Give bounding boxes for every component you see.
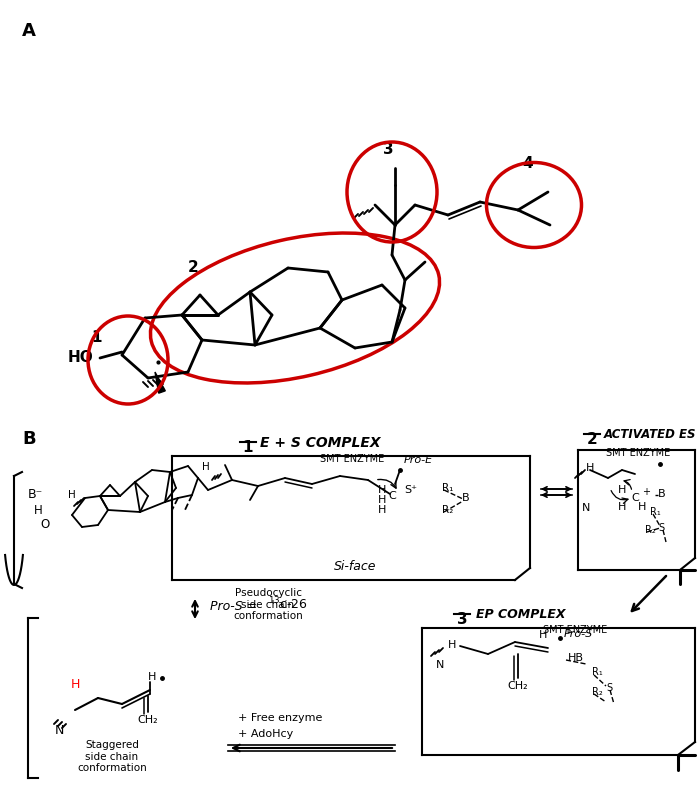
Text: Staggered
side chain
conformation: Staggered side chain conformation [77,740,147,773]
Text: N: N [55,724,64,737]
Text: B: B [658,489,666,499]
Polygon shape [155,372,165,393]
Text: H: H [618,485,626,495]
Text: H: H [70,679,80,692]
Text: B⁻: B⁻ [28,487,43,500]
Text: C: C [388,491,396,501]
Text: N: N [436,660,445,670]
Text: 3: 3 [383,143,393,157]
Text: 1: 1 [92,331,102,345]
Text: B: B [22,430,36,448]
Text: H: H [378,495,386,505]
Text: H: H [378,505,386,515]
Text: + AdoHcy: + AdoHcy [238,729,293,739]
Text: H: H [378,485,386,495]
Text: 4: 4 [523,156,533,170]
Text: 2: 2 [188,261,198,275]
Text: R₁: R₁ [592,667,603,677]
Text: H: H [34,504,43,516]
Text: ACTIVATED ES COMPLEX: ACTIVATED ES COMPLEX [604,428,700,441]
Text: Pseudocyclic
side chain
conformation: Pseudocyclic side chain conformation [233,588,303,621]
Text: O: O [40,519,49,532]
Text: + Free enzyme: + Free enzyme [238,713,323,723]
Text: HO: HO [68,350,94,366]
Text: S⁺: S⁺ [404,485,417,495]
Text: H: H [638,502,646,512]
Text: R₂: R₂ [645,525,656,535]
Text: Pro-S: Pro-S [564,629,594,639]
Text: 2: 2 [587,432,597,447]
Text: SMT ENZYME: SMT ENZYME [606,448,670,458]
Text: A: A [22,22,36,40]
Text: S: S [658,523,664,533]
Text: $^{13}$c-26: $^{13}$c-26 [268,596,308,613]
Text: Pro-E: Pro-E [404,455,433,465]
Text: 3: 3 [456,612,468,627]
Text: S: S [606,683,612,693]
Text: CH₂: CH₂ [508,681,528,691]
Text: B: B [462,493,470,503]
Text: N: N [582,503,590,513]
Text: H: H [69,490,76,500]
Text: H: H [448,640,456,650]
Text: EP COMPLEX: EP COMPLEX [476,608,566,621]
Text: Si-face: Si-face [334,560,377,573]
Text: Pro-S =: Pro-S = [210,600,257,613]
Text: 1: 1 [243,440,253,455]
Text: H: H [202,462,210,472]
Text: H: H [618,502,626,512]
Text: SMT ENZYME: SMT ENZYME [543,625,607,635]
Text: E + S COMPLEX: E + S COMPLEX [260,436,381,450]
Text: HB: HB [568,653,584,663]
Text: R₁: R₁ [442,483,454,493]
Text: H: H [539,630,547,640]
Text: H: H [148,672,156,682]
Text: R₂: R₂ [592,687,603,697]
Text: C: C [631,493,639,503]
Text: SMT ENZYME: SMT ENZYME [320,454,384,464]
Text: R₂: R₂ [442,505,454,515]
Text: H: H [586,463,594,473]
Text: CH₂: CH₂ [138,715,158,725]
Text: R₁: R₁ [650,507,661,517]
Text: +: + [642,487,650,497]
